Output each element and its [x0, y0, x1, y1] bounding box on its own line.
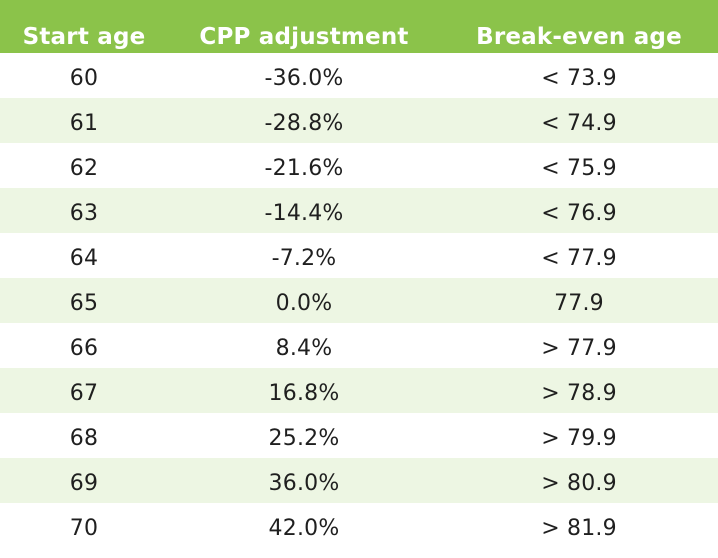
table-row: 70 42.0% > 81.9 — [0, 503, 718, 548]
cpp-adjustment-cell: -7.2% — [271, 245, 337, 271]
break-even-age-cell: > 81.9 — [541, 515, 617, 541]
table-row: 60 -36.0% < 73.9 — [0, 53, 718, 98]
table-header: Start age CPP adjustment Break-even age — [0, 0, 718, 53]
break-even-age-cell: 77.9 — [554, 290, 604, 316]
cpp-adjustment-cell: 25.2% — [268, 425, 340, 451]
cpp-adjustment-cell: 36.0% — [268, 470, 340, 496]
column-header-cpp-adjustment: CPP adjustment — [199, 24, 409, 50]
table-row: 67 16.8% > 78.9 — [0, 368, 718, 413]
break-even-age-cell: < 76.9 — [541, 200, 617, 226]
column-header-start-age: Start age — [22, 24, 146, 50]
break-even-age-cell: > 80.9 — [541, 470, 617, 496]
start-age-cell: 70 — [69, 515, 99, 541]
cpp-adjustment-cell: -14.4% — [264, 200, 344, 226]
cpp-adjustment-cell: 0.0% — [275, 290, 333, 316]
start-age-cell: 62 — [69, 155, 99, 181]
start-age-cell: 69 — [69, 470, 99, 496]
start-age-cell: 66 — [69, 335, 99, 361]
table-row: 62 -21.6% < 75.9 — [0, 143, 718, 188]
cpp-adjustment-cell: 8.4% — [275, 335, 333, 361]
cpp-adjustment-cell: -36.0% — [264, 65, 344, 91]
cpp-adjustment-cell: 42.0% — [268, 515, 340, 541]
start-age-cell: 60 — [69, 65, 99, 91]
break-even-age-cell: > 78.9 — [541, 380, 617, 406]
table-row: 68 25.2% > 79.9 — [0, 413, 718, 458]
start-age-cell: 64 — [69, 245, 99, 271]
table-row: 66 8.4% > 77.9 — [0, 323, 718, 368]
table-row: 64 -7.2% < 77.9 — [0, 233, 718, 278]
table-row: 69 36.0% > 80.9 — [0, 458, 718, 503]
break-even-age-cell: < 77.9 — [541, 245, 617, 271]
table-row: 65 0.0% 77.9 — [0, 278, 718, 323]
start-age-cell: 67 — [69, 380, 99, 406]
cpp-adjustment-cell: 16.8% — [268, 380, 340, 406]
start-age-cell: 63 — [69, 200, 99, 226]
cpp-adjustment-cell: -21.6% — [264, 155, 344, 181]
table-body: 60 -36.0% < 73.9 61 -28.8% < 74.9 62 -21… — [0, 53, 718, 548]
start-age-cell: 61 — [69, 110, 99, 136]
break-even-age-cell: < 75.9 — [541, 155, 617, 181]
break-even-age-cell: > 79.9 — [541, 425, 617, 451]
start-age-cell: 68 — [69, 425, 99, 451]
break-even-age-cell: > 77.9 — [541, 335, 617, 361]
break-even-age-cell: < 73.9 — [541, 65, 617, 91]
cpp-adjustment-cell: -28.8% — [264, 110, 344, 136]
table-row: 61 -28.8% < 74.9 — [0, 98, 718, 143]
table-row: 63 -14.4% < 76.9 — [0, 188, 718, 233]
start-age-cell: 65 — [69, 290, 99, 316]
column-header-break-even-age: Break-even age — [476, 24, 682, 50]
break-even-age-cell: < 74.9 — [541, 110, 617, 136]
